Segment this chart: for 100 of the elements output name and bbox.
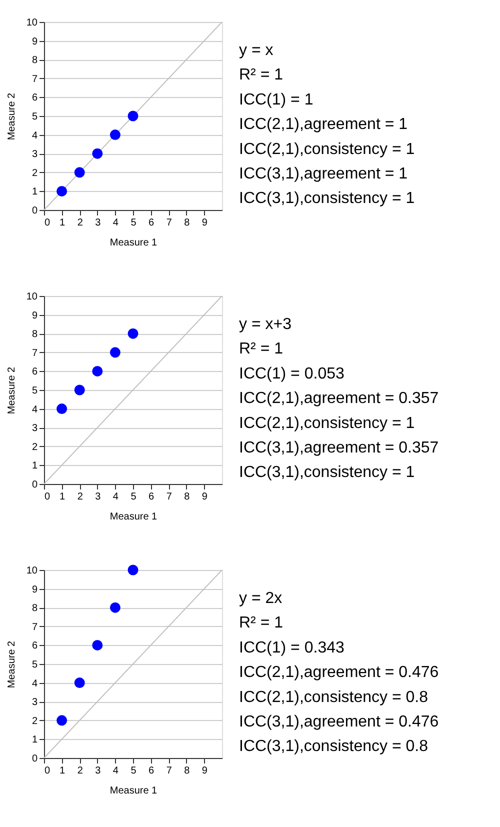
x-axis-title: Measure 1 [110,512,158,522]
text: ICC(3,1),consistency = 1 [239,464,415,482]
text: ICC(3,1),agreement = 1 [239,166,408,182]
x-tick-label: 4 [112,766,119,776]
y-tick-label: 9 [32,36,38,48]
y-axis-title: Measure 2 [6,92,18,140]
y-tick-label: 5 [32,112,38,122]
text: ICC(3,1),agreement = 0.476 [239,714,439,730]
x-tick-label: 3 [95,766,102,776]
x-tick-label: 3 [95,492,102,502]
y-tick-label: 2 [32,442,38,453]
x-tick-label: 0 [44,492,50,502]
point [56,186,68,196]
y-tick-label: 1 [32,734,38,746]
y-tick-label: 3 [32,149,38,160]
x-tick-label: 0 [44,766,50,776]
y-tick-label: 8 [32,603,38,614]
y-tick-label: 2 [32,716,38,727]
text: ICC(2,1),consistency = 1 [239,414,415,432]
x-tick-label: 5 [130,218,137,228]
text: y = x [239,42,274,59]
y-tick-label: 9 [32,584,38,596]
text: ICC(2,1),consistency = 0.8 [239,688,428,706]
y-tick-label: 6 [32,92,38,104]
x-tick-label: 8 [184,492,190,502]
x-tick-label: 6 [148,766,155,776]
text: ICC(2,1),agreement = 0.357 [239,390,439,408]
point [56,715,68,726]
text: ICC(1) = 0.343 [239,639,344,656]
text: ICC(3,1),consistency = 1 [239,190,415,208]
y-tick-label: 3 [32,423,38,434]
x-tick-label: 3 [95,218,102,228]
y-tick-label: 10 [26,566,38,576]
x-axis-title: Measure 1 [110,786,158,796]
point [110,347,120,358]
x-tick-label: 6 [148,218,155,228]
text: R² = 1 [239,66,284,84]
x-tick-label: 1 [60,218,66,228]
text: ICC(1) = 1 [239,91,314,108]
x-tick-label: 2 [77,766,84,776]
y-tick-label: 0 [32,754,38,764]
y-tick-label: 7 [32,348,38,359]
y-axis-title: Measure 2 [6,640,18,688]
y-tick-label: 7 [32,74,38,85]
y-tick-label: 8 [32,55,38,66]
y-tick-label: 3 [32,697,38,708]
point [128,110,138,122]
x-tick-label: 8 [184,218,190,228]
text: ICC(3,1),agreement = 0.357 [239,440,439,456]
text: ICC(2,1),consistency = 1 [239,140,415,158]
y-tick-label: 0 [32,206,38,216]
point [74,678,85,688]
point [92,640,103,650]
y-tick-label: 5 [32,660,38,670]
y-tick-label: 9 [32,310,38,322]
text: R² = 1 [239,614,284,632]
x-tick-label: 5 [130,492,137,502]
x-tick-label: 6 [148,492,155,502]
y-tick-label: 5 [32,386,38,396]
x-axis-title: Measure 1 [110,238,158,248]
x-tick-label: 7 [166,766,172,776]
point [128,328,138,339]
x-tick-label: 2 [77,492,84,502]
text: y = x+3 [239,316,292,333]
y-tick-label: 6 [32,640,38,652]
point [92,148,103,159]
x-tick-label: 7 [166,218,172,228]
x-tick-label: 1 [60,492,66,502]
y-axis-title: Measure 2 [6,366,18,414]
point [128,564,138,576]
y-tick-label: 1 [32,186,38,198]
text: ICC(2,1),agreement = 0.476 [239,664,439,682]
y-tick-label: 6 [32,366,38,378]
x-tick-label: 4 [112,218,119,228]
y-tick-label: 10 [26,18,38,28]
x-tick-label: 7 [166,492,172,502]
y-tick-label: 0 [32,480,38,490]
text: ICC(1) = 0.053 [239,365,344,382]
x-tick-label: 2 [77,218,84,228]
point [92,366,103,376]
y-tick-label: 2 [32,168,38,179]
x-tick-label: 5 [130,766,137,776]
x-tick-label: 9 [202,218,208,228]
y-tick-label: 4 [32,130,38,142]
y-tick-label: 4 [32,678,38,690]
point [74,384,85,396]
text: ICC(2,1),agreement = 1 [239,116,408,134]
point [110,130,120,140]
text: ICC(3,1),consistency = 0.8 [239,738,428,756]
x-tick-label: 1 [60,766,66,776]
x-tick-label: 8 [184,766,190,776]
point [74,167,85,178]
x-tick-label: 0 [44,218,50,228]
y-tick-label: 1 [32,460,38,472]
y-tick-label: 10 [26,292,38,302]
y-tick-label: 4 [32,404,38,416]
point [56,404,68,414]
point [110,602,120,613]
text: y = 2x [239,590,282,607]
x-tick-label: 9 [202,766,208,776]
